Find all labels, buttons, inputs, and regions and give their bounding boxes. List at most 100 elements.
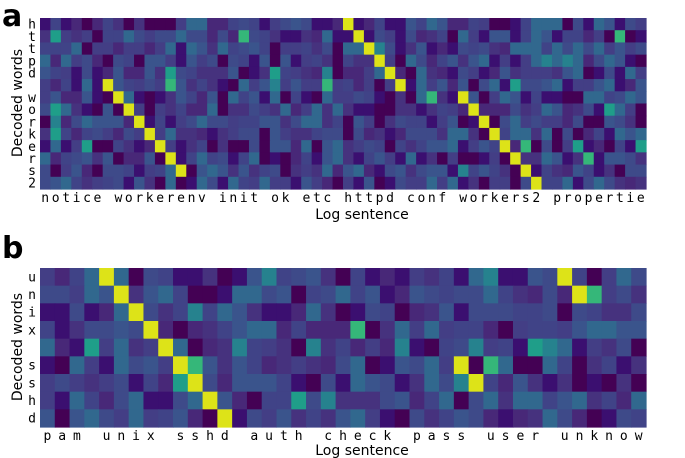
heatmap-cell	[562, 79, 574, 92]
heatmap-cell	[276, 391, 292, 410]
heatmap-cell	[416, 140, 428, 153]
heatmap-cell	[232, 268, 248, 287]
heatmap-cell	[322, 152, 334, 166]
heatmap-cell	[426, 79, 438, 92]
heatmap-cell	[572, 91, 584, 105]
heatmap-cell	[311, 164, 323, 178]
heatmap-cell	[424, 338, 440, 357]
heatmap-cell	[40, 164, 52, 178]
heatmap-cell	[468, 321, 485, 340]
heatmap-cell	[520, 91, 532, 105]
heatmap-cell	[99, 268, 115, 287]
heatmap-cell	[144, 79, 156, 92]
y-tick-label: d	[28, 66, 36, 81]
heatmap-cell	[510, 42, 522, 56]
heatmap-cell	[363, 30, 375, 44]
heatmap-cell	[175, 30, 187, 44]
heatmap-cell	[541, 164, 553, 178]
heatmap-cell	[60, 115, 72, 129]
heatmap-cell	[261, 409, 278, 428]
x-tick-label: r	[167, 191, 175, 206]
heatmap-cell	[259, 66, 271, 80]
heatmap-cell	[489, 115, 501, 129]
heatmap-cell	[259, 127, 271, 141]
heatmap-cell	[374, 66, 386, 80]
heatmap-cell	[332, 18, 344, 31]
heatmap-cell	[186, 66, 198, 80]
x-tick-label: t	[62, 191, 70, 206]
heatmap-cell	[520, 66, 532, 80]
heatmap-cell	[374, 152, 386, 166]
heatmap-cell	[322, 91, 334, 105]
heatmap-cell	[217, 115, 229, 129]
heatmap-cell	[186, 115, 198, 129]
heatmap-cell	[365, 374, 381, 393]
heatmap-cell	[54, 356, 71, 375]
heatmap-cell	[246, 374, 263, 393]
x-tick-label: s	[457, 429, 465, 444]
heatmap-cell	[306, 321, 322, 340]
heatmap-cell	[350, 356, 366, 375]
heatmap-cell	[457, 30, 469, 44]
heatmap-cell	[489, 164, 501, 178]
heatmap-cell	[447, 140, 459, 153]
heatmap-cell	[426, 66, 438, 80]
heatmap-cell	[531, 164, 543, 178]
heatmap-cell	[343, 91, 355, 105]
heatmap-cell	[625, 42, 637, 56]
heatmap-cell	[238, 152, 250, 166]
heatmap-cell	[320, 268, 337, 287]
heatmap-cell	[196, 66, 208, 80]
heatmap-cell	[123, 30, 135, 44]
heatmap-cell	[614, 79, 626, 92]
heatmap-cell	[335, 321, 351, 340]
heatmap-cell	[384, 152, 396, 166]
x-tick-label: o	[470, 191, 478, 206]
heatmap-cell	[562, 54, 574, 68]
heatmap-cell	[601, 303, 618, 322]
heatmap-cell	[426, 54, 438, 68]
heatmap-cell	[405, 79, 417, 92]
heatmap-cell	[144, 18, 156, 31]
heatmap-cell	[379, 321, 396, 340]
heatmap-cell	[416, 91, 428, 105]
x-tick-label: s	[522, 191, 530, 206]
heatmap-cell	[154, 103, 166, 117]
heatmap-cell	[154, 42, 166, 56]
x-tick-label: r	[606, 191, 614, 206]
heatmap-cell	[457, 127, 469, 141]
heatmap-cell	[50, 127, 62, 141]
heatmap-cell	[202, 356, 218, 375]
heatmap-cell	[426, 42, 438, 56]
heatmap-cell	[409, 391, 425, 410]
heatmap-cell	[113, 391, 130, 410]
heatmap-cell	[510, 54, 522, 68]
heatmap-cell	[551, 103, 564, 117]
heatmap-cell	[457, 91, 469, 105]
x-tick-label: p	[43, 429, 51, 444]
heatmap-cell	[81, 176, 93, 190]
heatmap-cell	[154, 115, 166, 129]
heatmap-cell	[50, 66, 62, 80]
heatmap-cell	[542, 409, 558, 428]
heatmap-cell	[489, 54, 501, 68]
heatmap-cell	[71, 152, 83, 166]
x-tick-label: i	[219, 191, 227, 206]
heatmap-cell	[426, 176, 438, 190]
x-tick-label: u	[265, 429, 273, 444]
heatmap-cell	[586, 374, 603, 393]
panel-a-y-axis-label: Decoded words	[10, 49, 26, 157]
heatmap-cell	[489, 127, 501, 141]
heatmap-cell	[541, 140, 553, 153]
heatmap-cell	[384, 91, 396, 105]
heatmap-cell	[207, 54, 219, 68]
heatmap-cell	[625, 115, 637, 129]
x-tick-label: i	[626, 191, 634, 206]
heatmap-cell	[616, 285, 632, 304]
heatmap-cell	[290, 176, 302, 190]
heatmap-cell	[384, 54, 396, 68]
x-tick-label: e	[303, 191, 311, 206]
heatmap-cell	[379, 285, 396, 304]
heatmap-cell	[531, 79, 543, 92]
